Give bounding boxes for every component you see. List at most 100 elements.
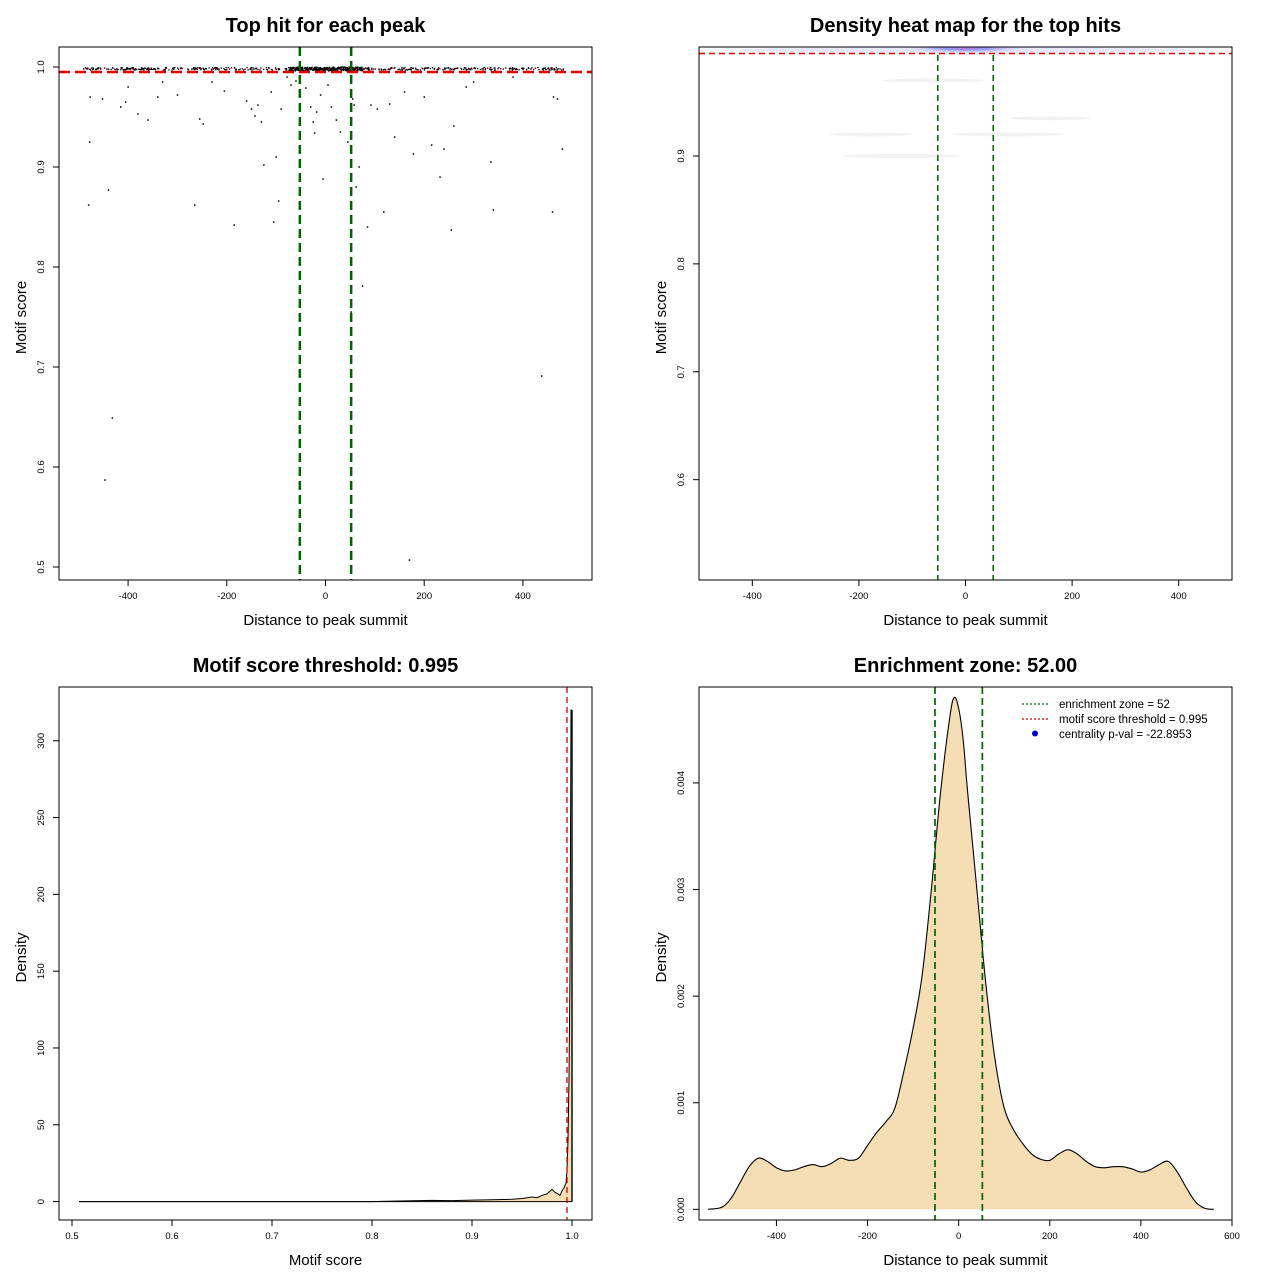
data-point xyxy=(257,68,259,71)
data-point xyxy=(242,69,245,71)
data-point xyxy=(290,69,293,71)
data-point xyxy=(129,68,131,70)
data-point xyxy=(361,70,363,72)
data-point xyxy=(465,86,467,88)
data-point xyxy=(211,81,213,83)
data-point xyxy=(551,67,553,69)
data-point xyxy=(95,68,98,71)
data-point xyxy=(224,69,226,71)
density-curve xyxy=(79,709,572,1203)
data-point xyxy=(360,68,363,71)
data-point xyxy=(173,68,175,70)
data-point xyxy=(265,67,268,69)
data-point xyxy=(329,68,331,71)
data-point xyxy=(343,68,346,71)
data-point xyxy=(245,100,248,102)
data-point xyxy=(489,67,491,69)
data-point xyxy=(561,148,564,150)
data-point xyxy=(359,66,361,69)
data-point xyxy=(198,67,200,69)
data-point xyxy=(95,68,97,70)
data-point xyxy=(357,67,359,69)
data-point xyxy=(393,136,396,138)
data-point xyxy=(406,69,409,71)
data-point xyxy=(394,67,396,69)
data-point xyxy=(134,69,136,71)
data-point xyxy=(332,68,334,70)
data-point xyxy=(216,68,218,70)
data-point xyxy=(342,68,345,71)
data-point xyxy=(133,68,135,70)
data-point xyxy=(305,67,308,70)
y-tick-label: 300 xyxy=(36,733,47,749)
data-point xyxy=(177,68,180,70)
data-point xyxy=(164,67,167,69)
y-tick-label: 0.002 xyxy=(676,984,687,1008)
data-point xyxy=(173,67,175,69)
data-point xyxy=(542,67,544,69)
data-point xyxy=(135,68,137,71)
x-axis-label: Distance to peak summit xyxy=(883,612,1048,629)
data-point xyxy=(154,67,156,70)
x-tick-label: -400 xyxy=(119,591,138,602)
data-point xyxy=(346,68,349,70)
data-point xyxy=(115,69,117,71)
data-point xyxy=(335,119,338,121)
data-point xyxy=(340,69,343,72)
data-point xyxy=(358,166,360,168)
legend-label: enrichment zone = 52 xyxy=(1059,699,1170,711)
y-axis-label: Motif score xyxy=(13,281,30,354)
data-point xyxy=(336,69,339,72)
data-point xyxy=(220,67,222,69)
data-point xyxy=(305,68,307,71)
panel-density-heatmap: Density heat map for the top hits Distanc… xyxy=(653,15,1233,629)
x-tick-label: 200 xyxy=(1042,1231,1058,1242)
data-point xyxy=(241,68,243,70)
data-point xyxy=(403,68,405,70)
data-point xyxy=(363,68,365,70)
data-point xyxy=(96,67,98,70)
data-point xyxy=(512,67,514,69)
data-point xyxy=(119,106,122,108)
data-point xyxy=(430,144,433,146)
data-point xyxy=(203,69,206,71)
data-point xyxy=(127,67,129,69)
chart-title: Top hit for each peak xyxy=(226,15,427,37)
data-point xyxy=(319,94,322,96)
data-point xyxy=(303,67,306,69)
data-point xyxy=(463,68,465,71)
data-point xyxy=(165,67,168,69)
data-point xyxy=(409,68,411,70)
data-point xyxy=(132,67,134,69)
data-point xyxy=(467,68,469,71)
data-point xyxy=(348,67,351,70)
data-point xyxy=(142,68,144,70)
data-point xyxy=(323,69,325,72)
y-tick-label: 0.7 xyxy=(676,365,687,378)
data-point xyxy=(318,67,320,69)
data-point xyxy=(327,67,329,69)
data-point xyxy=(140,67,143,69)
data-point xyxy=(254,67,256,70)
data-point xyxy=(411,67,414,69)
data-point xyxy=(522,68,524,71)
data-point xyxy=(433,68,435,70)
data-point xyxy=(464,67,466,69)
x-tick-label: -200 xyxy=(858,1231,877,1242)
data-point xyxy=(330,68,332,70)
data-point xyxy=(89,96,91,98)
data-point xyxy=(87,204,90,206)
data-point xyxy=(481,68,483,70)
data-point xyxy=(309,68,311,71)
data-point xyxy=(253,68,255,70)
data-point xyxy=(556,98,559,100)
data-point xyxy=(483,66,486,69)
data-point xyxy=(196,67,199,69)
data-point xyxy=(508,67,511,69)
data-point xyxy=(234,69,237,71)
data-point xyxy=(468,68,470,70)
data-point xyxy=(548,67,550,70)
data-point xyxy=(150,68,153,70)
data-point xyxy=(103,67,106,69)
